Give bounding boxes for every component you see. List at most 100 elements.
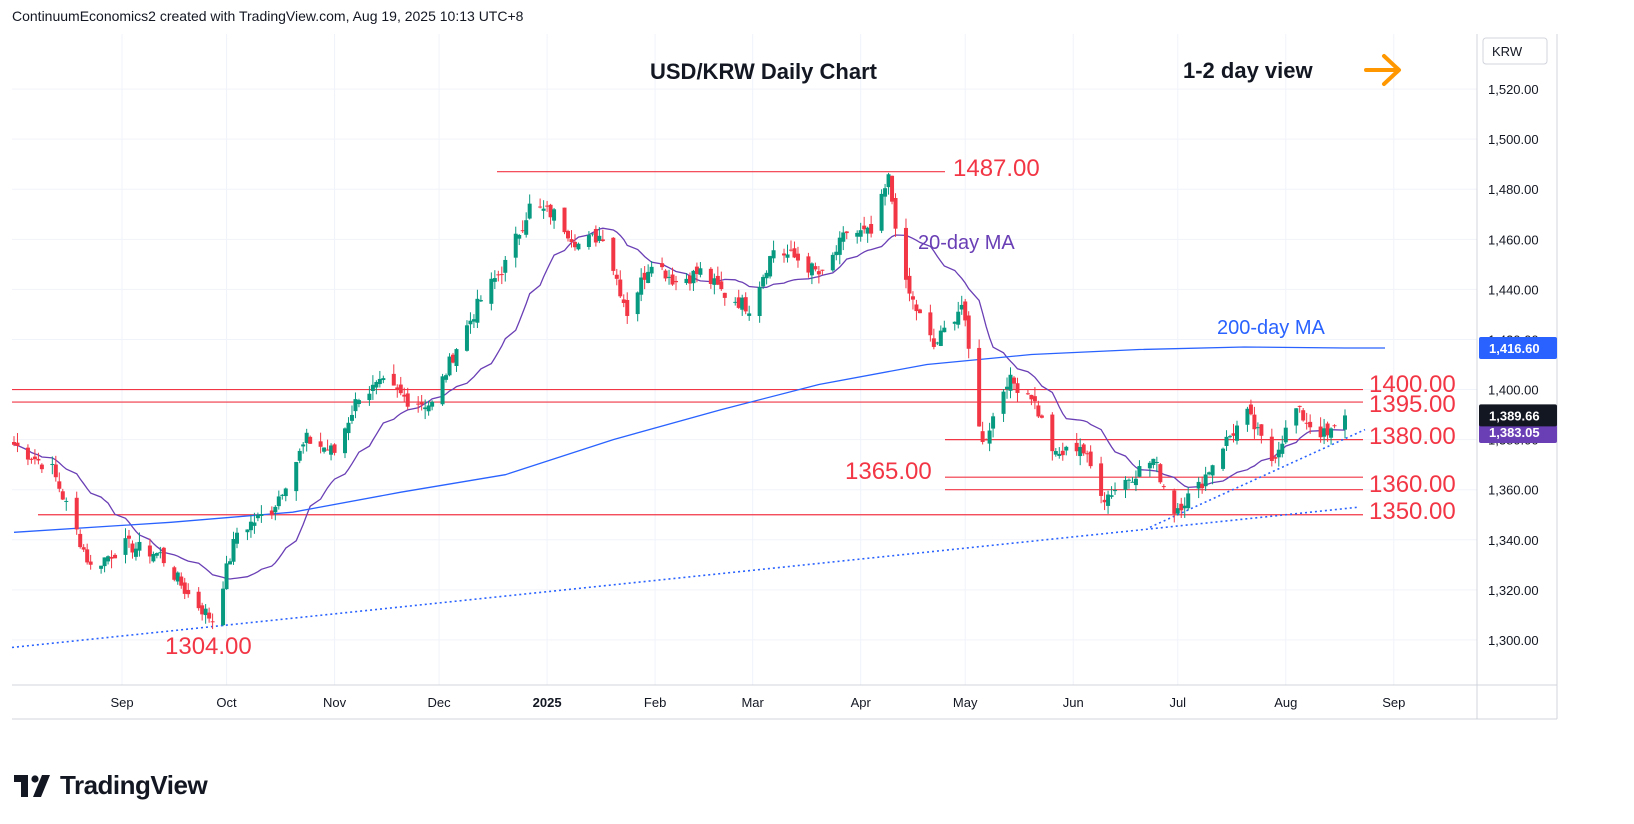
- candle-body: [130, 543, 135, 553]
- candle-body: [106, 556, 111, 562]
- candle-body: [635, 292, 640, 315]
- candle-body: [1057, 453, 1062, 456]
- candle-body: [788, 249, 793, 251]
- candle-body: [276, 496, 281, 507]
- candle-body: [252, 522, 257, 526]
- candle-body: [1036, 405, 1041, 417]
- candle-body: [126, 535, 131, 539]
- candle-body: [1060, 450, 1065, 456]
- candle-body: [694, 266, 699, 275]
- price-chart[interactable]: 1,300.001,320.001,340.001,360.001,380.00…: [0, 0, 1634, 740]
- candle-body: [618, 279, 623, 297]
- candle-body: [1158, 464, 1163, 483]
- candle-body: [646, 271, 651, 283]
- y-tick-label: 1,360.00: [1488, 483, 1539, 498]
- candle-body: [475, 298, 480, 323]
- candle-body: [1252, 414, 1257, 430]
- candle-body: [942, 327, 947, 333]
- candle-body: [1130, 481, 1135, 483]
- candle-body: [977, 347, 982, 427]
- last-price-tag: 1,389.66: [1489, 408, 1540, 423]
- candle-body: [430, 401, 435, 407]
- x-tick-label: Oct: [216, 695, 237, 710]
- candle-body: [886, 174, 891, 188]
- candle-body: [381, 378, 386, 381]
- candle-body: [499, 274, 504, 276]
- candle-body: [813, 266, 818, 270]
- candle-body: [1304, 422, 1309, 424]
- candle-body: [175, 572, 180, 582]
- candle-body: [785, 254, 790, 258]
- candle-body: [468, 320, 473, 325]
- candle-body: [1172, 490, 1177, 514]
- candle-body: [614, 274, 619, 279]
- y-tick-label: 1,320.00: [1488, 583, 1539, 598]
- candle-body: [1078, 446, 1083, 457]
- candle-body: [1301, 410, 1306, 421]
- candle-body: [809, 263, 814, 276]
- grid: [12, 34, 1477, 685]
- candle-body: [1123, 479, 1128, 490]
- candle-body: [757, 286, 762, 317]
- candle-body: [593, 228, 598, 243]
- candle-body: [639, 277, 644, 295]
- candle-body: [133, 548, 138, 557]
- candle-body: [60, 491, 65, 500]
- x-tick-label: Feb: [644, 695, 666, 710]
- candle-body: [53, 464, 58, 478]
- candle-body: [85, 549, 90, 563]
- candle-body: [374, 382, 379, 388]
- chart-svg[interactable]: 1,300.001,320.001,340.001,360.001,380.00…: [0, 0, 1634, 740]
- candle-body: [88, 561, 93, 565]
- candle-body: [806, 256, 811, 273]
- chart-title: USD/KRW Daily Chart: [650, 59, 878, 84]
- y-tick-label: 1,400.00: [1488, 383, 1539, 398]
- candle-body: [903, 227, 908, 280]
- candle-body: [1294, 408, 1299, 426]
- candle-body: [893, 198, 898, 229]
- candle-body: [1200, 483, 1205, 489]
- candle-body: [186, 589, 191, 595]
- candle-body: [231, 539, 236, 562]
- candle-body: [447, 356, 452, 376]
- chart-attribution: ContinuumEconomics2 created with Trading…: [12, 8, 524, 24]
- candle-body: [391, 373, 396, 386]
- candle-body: [1099, 463, 1104, 496]
- candle-body: [1102, 499, 1107, 503]
- candle-body: [1245, 408, 1250, 425]
- arrow-head: [1382, 54, 1401, 86]
- candle-body: [440, 376, 445, 405]
- candle-body: [1147, 462, 1152, 469]
- candle-body: [478, 300, 483, 302]
- candle-body: [1210, 465, 1215, 476]
- candle-body: [273, 506, 278, 513]
- candle-body: [1228, 436, 1233, 438]
- candle-body: [708, 268, 713, 284]
- candle-body: [869, 223, 874, 234]
- candle-body: [1154, 461, 1159, 463]
- candle-body: [816, 271, 821, 275]
- x-tick-label: 2025: [533, 695, 562, 710]
- candle-body: [248, 521, 253, 531]
- candle-body: [81, 547, 86, 550]
- candle-body: [722, 292, 727, 298]
- y-tick-label: 1,440.00: [1488, 282, 1539, 297]
- candle-body: [691, 270, 696, 284]
- candle-body: [590, 233, 595, 235]
- candle-body: [1175, 508, 1180, 514]
- candle-body: [935, 342, 940, 344]
- candle-body: [642, 272, 647, 280]
- candle-body: [747, 313, 752, 316]
- candle-body: [621, 299, 626, 304]
- candle-body: [395, 387, 400, 390]
- candle-body: [283, 488, 288, 497]
- candle-body: [57, 481, 62, 489]
- candle-body: [586, 235, 591, 247]
- candle-body: [349, 414, 354, 421]
- candle-body: [611, 237, 616, 271]
- candle-body: [423, 407, 428, 410]
- candle-body: [370, 384, 375, 391]
- candle-body: [740, 297, 745, 310]
- last-price-tag-bg: [1479, 404, 1557, 427]
- candle-body: [1025, 393, 1030, 395]
